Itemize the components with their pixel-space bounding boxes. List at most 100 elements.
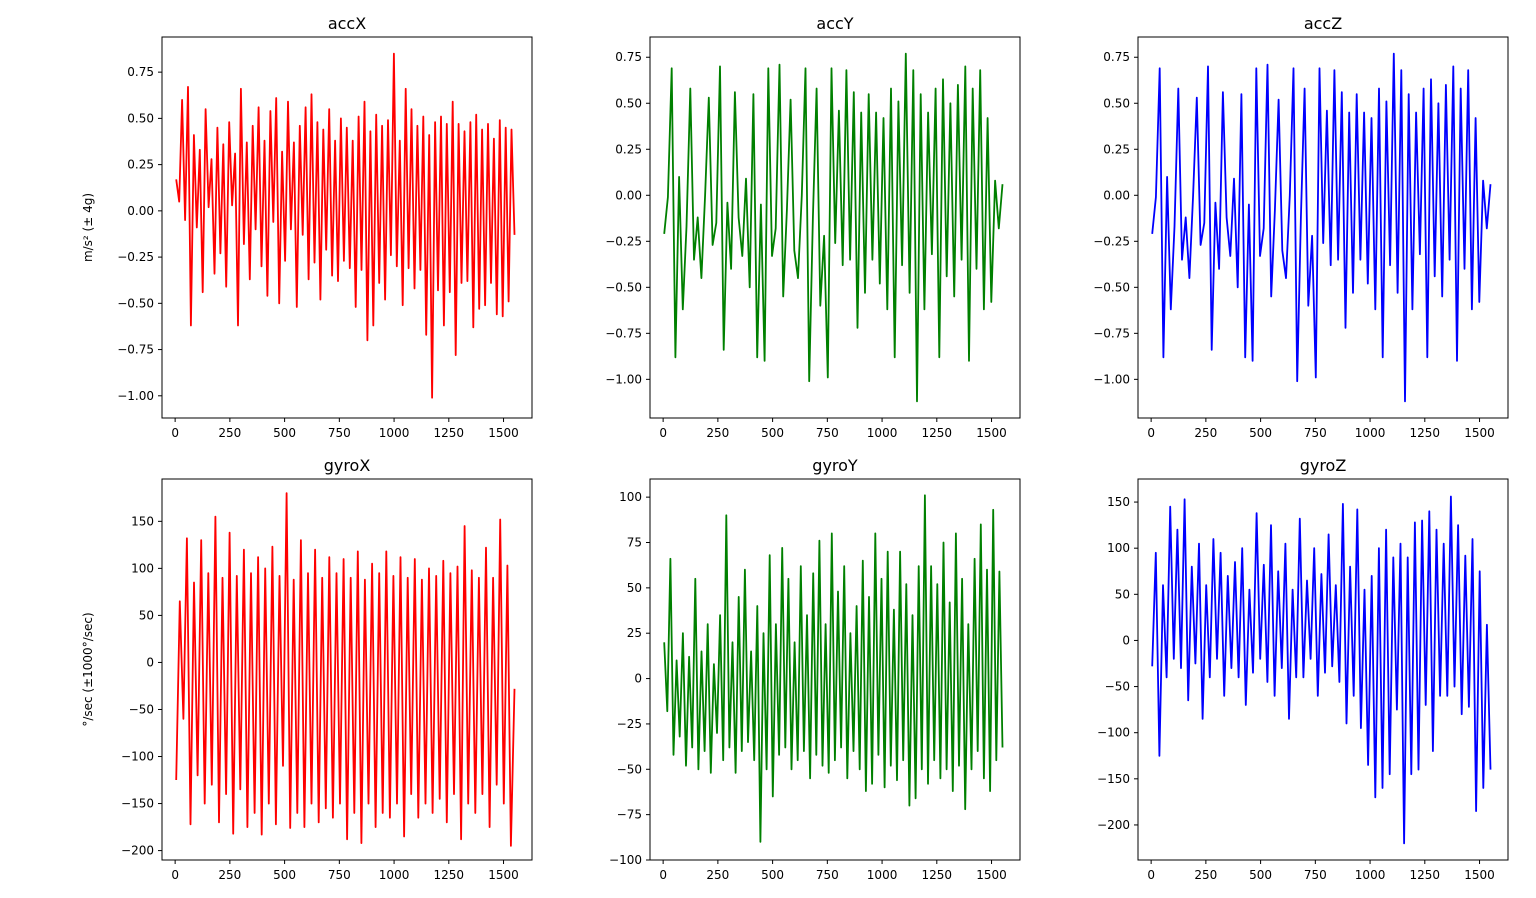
x-tick-label: 1000 (379, 868, 410, 882)
y-tick-label: 50 (1115, 587, 1130, 601)
y-tick-label: −200 (121, 844, 154, 858)
y-tick-label: 25 (627, 626, 642, 640)
x-tick-label: 1000 (1355, 426, 1386, 440)
y-tick-label: −200 (1097, 818, 1130, 832)
panel-gyroZ: 0 250 500 750 1000 1250 1500 −200 −150 −100 −50 0 50… (1097, 456, 1509, 882)
y-tick-label: −50 (1105, 680, 1130, 694)
x-tick-label: 500 (1249, 868, 1272, 882)
series-line-gyroZ (1151, 495, 1492, 845)
x-tick-label: 1000 (379, 426, 410, 440)
y-tick-label: 100 (131, 561, 154, 575)
x-tick-label: 1000 (867, 868, 898, 882)
y-tick-label: −0.50 (117, 296, 154, 310)
y-tick-label: 100 (1107, 541, 1130, 555)
y-tick-label: 0.75 (615, 50, 642, 64)
y-tick-label: 0.75 (127, 65, 154, 79)
x-tick-label: 0 (659, 868, 667, 882)
series-line-accX (175, 52, 516, 399)
y-tick-label: −100 (121, 750, 154, 764)
panel-title: gyroZ (1300, 456, 1347, 475)
y-tick-label: 0.00 (127, 204, 154, 218)
y-tick-label: 0.25 (127, 158, 154, 172)
y-tick-label: −50 (129, 702, 154, 716)
x-tick-label: 1000 (867, 426, 898, 440)
x-tick-label: 1500 (976, 868, 1007, 882)
y-tick-label: 150 (1107, 495, 1130, 509)
y-tick-label: 0.75 (1103, 50, 1130, 64)
y-tick-label: 0.00 (1103, 188, 1130, 202)
x-tick-label: 0 (171, 868, 179, 882)
x-tick-label: 750 (328, 868, 351, 882)
panel-title: accZ (1304, 14, 1342, 33)
y-tick-label: 0.25 (615, 142, 642, 156)
series-line-gyroY (663, 494, 1004, 843)
y-tick-label: −0.25 (117, 250, 154, 264)
x-tick-label: 750 (328, 426, 351, 440)
x-tick-label: 0 (171, 426, 179, 440)
y-tick-label: −0.25 (605, 234, 642, 248)
y-tick-label: −1.00 (1093, 372, 1130, 386)
y-tick-label: −0.75 (1093, 326, 1130, 340)
x-tick-label: 1500 (488, 868, 519, 882)
y-tick-label: −0.75 (117, 343, 154, 357)
y-tick-label: −100 (609, 853, 642, 867)
y-tick-label: −25 (617, 717, 642, 731)
x-tick-label: 1250 (922, 868, 953, 882)
y-tick-label: −1.00 (605, 372, 642, 386)
y-tick-label: 0.00 (615, 188, 642, 202)
x-tick-label: 1250 (1410, 868, 1441, 882)
y-axis-label: m/s² (± 4g) (81, 193, 95, 262)
panel-accZ: 0 250 500 750 1000 1250 1500 −1.00 −0.75 −0.50 −0.… (1093, 14, 1509, 440)
y-tick-label: 100 (619, 490, 642, 504)
x-tick-label: 500 (761, 426, 784, 440)
x-tick-label: 1250 (922, 426, 953, 440)
y-tick-label: 150 (131, 514, 154, 528)
axes-frame (1137, 36, 1509, 419)
x-tick-label: 500 (1249, 426, 1272, 440)
x-tick-label: 250 (706, 426, 729, 440)
x-tick-label: 1500 (1464, 868, 1495, 882)
x-tick-label: 1500 (976, 426, 1007, 440)
panel-title: accX (328, 14, 366, 33)
axes-frame (649, 478, 1021, 861)
panel-gyroX: 0 250 500 750 1000 1250 1500 −200 −150 −100 −50 0 50… (81, 456, 533, 882)
x-tick-label: 250 (1194, 868, 1217, 882)
panel-gyroY: 0 250 500 750 1000 1250 1500 −100 −75 −50 −25 0 25 50… (609, 456, 1021, 882)
y-tick-label: 0.50 (615, 96, 642, 110)
x-tick-label: 750 (816, 868, 839, 882)
x-tick-label: 750 (816, 426, 839, 440)
y-tick-label: −100 (1097, 726, 1130, 740)
x-tick-label: 1500 (488, 426, 519, 440)
series-line-accY (663, 52, 1004, 403)
y-tick-label: −1.00 (117, 389, 154, 403)
x-tick-label: 1250 (434, 868, 465, 882)
y-tick-label: 0.25 (1103, 142, 1130, 156)
panel-accY: 0 250 500 750 1000 1250 1500 −1.00 −0.75 −0.50 −0.… (605, 14, 1021, 440)
x-tick-label: 1250 (1410, 426, 1441, 440)
axes-frame (161, 478, 533, 861)
panel-accX: 0 250 500 750 1000 1250 1500 −1.00 −0.75 −0.50 −0.… (81, 14, 533, 440)
x-tick-label: 0 (1147, 426, 1155, 440)
series-line-accZ (1151, 52, 1492, 403)
y-tick-label: −150 (1097, 772, 1130, 786)
axes-frame (161, 36, 533, 419)
y-tick-label: −75 (617, 808, 642, 822)
y-axis-label: °/sec (±1000°/sec) (81, 612, 95, 726)
x-tick-label: 1500 (1464, 426, 1495, 440)
axes-frame (649, 36, 1021, 419)
y-tick-label: −0.50 (1093, 280, 1130, 294)
x-tick-label: 750 (1304, 426, 1327, 440)
x-tick-label: 250 (218, 426, 241, 440)
y-tick-label: 0 (1122, 633, 1130, 647)
y-tick-label: −150 (121, 797, 154, 811)
x-tick-label: 500 (273, 426, 296, 440)
x-tick-label: 250 (1194, 426, 1217, 440)
y-tick-label: 50 (627, 581, 642, 595)
y-tick-label: −50 (617, 762, 642, 776)
axes-frame (1137, 478, 1509, 861)
y-tick-label: 0.50 (127, 111, 154, 125)
x-tick-label: 500 (761, 868, 784, 882)
y-tick-label: −0.75 (605, 326, 642, 340)
x-tick-label: 250 (218, 868, 241, 882)
